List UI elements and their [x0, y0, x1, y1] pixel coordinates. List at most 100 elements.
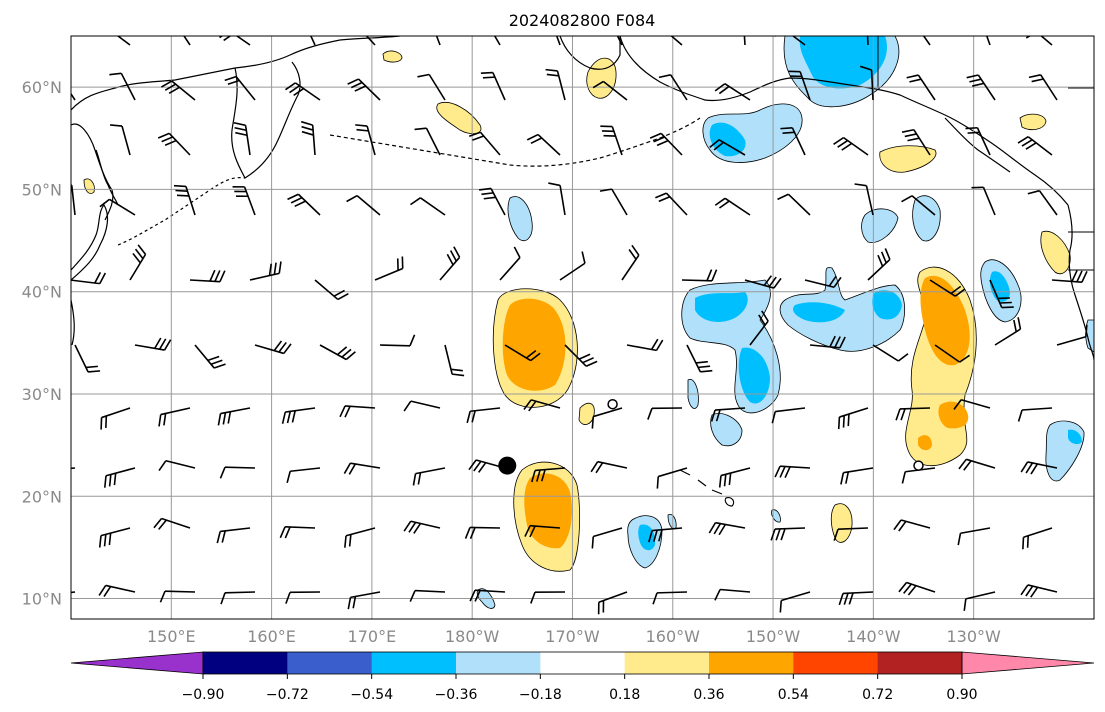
wind-barb [254, 340, 292, 355]
wind-barb [963, 591, 996, 611]
wind-barb [922, 36, 931, 46]
wind-barb [1025, 36, 1053, 46]
wind-barb [71, 184, 76, 216]
lon-tick-label: 170°W [545, 627, 600, 646]
wind-barb [220, 591, 256, 605]
wind-barb [71, 467, 76, 470]
wind-barb [898, 581, 936, 596]
colorbar-tick-label: −0.18 [519, 687, 562, 703]
map-area [43, 19, 1094, 619]
lon-tick-label: 160°E [247, 627, 296, 646]
wind-barb [523, 399, 561, 412]
wind-barb [777, 193, 811, 216]
wind-barb [854, 183, 874, 216]
wind-barb [189, 269, 226, 283]
colorbar-segment [709, 652, 794, 674]
anomaly-region [524, 473, 572, 549]
anomaly-region [638, 524, 656, 551]
wind-barb [744, 275, 782, 289]
wind-barb [153, 517, 191, 530]
wind-barb [339, 405, 376, 418]
wind-barb [417, 73, 446, 101]
lat-tick-label: 10°N [22, 590, 62, 609]
anomaly-region [799, 36, 888, 89]
wind-barb [74, 344, 101, 373]
wind-barb [159, 590, 196, 603]
anomaly-region [938, 401, 969, 429]
wind-barb [591, 527, 623, 549]
wind-barb [374, 256, 404, 281]
lon-tick-label: 180°W [445, 627, 500, 646]
wind-barb [1022, 527, 1053, 550]
wind-barb [468, 131, 501, 156]
canada-border [877, 36, 1094, 89]
wind-barb [649, 132, 683, 156]
wind-barb [479, 187, 506, 216]
wind-barb [774, 36, 806, 46]
wind-barb [780, 126, 806, 156]
map-frame [70, 35, 1095, 620]
wind-barbs [43, 19, 1088, 615]
wind-barb [526, 133, 561, 156]
kuril-islands [117, 177, 246, 246]
wind-barb [216, 527, 251, 544]
anomaly-region [1085, 319, 1094, 353]
wind-barb [219, 466, 256, 479]
anomaly-region [1040, 230, 1071, 275]
positive-anomaly-regions [83, 50, 1071, 572]
alaska-west-coast [559, 36, 621, 70]
wind-barb [346, 194, 381, 216]
wind-barb [98, 584, 136, 598]
wind-barb [771, 407, 806, 424]
anomaly-region [1019, 113, 1047, 131]
wind-barb [708, 521, 746, 536]
anomaly-region [507, 196, 533, 242]
anomaly-region [502, 298, 566, 391]
wind-barb [867, 248, 891, 281]
wind-barb [958, 458, 996, 471]
wind-barb [99, 198, 136, 216]
anomaly-region [586, 57, 617, 99]
wind-barb [1056, 324, 1088, 346]
wind-barb [499, 246, 521, 281]
wind-barb [157, 132, 191, 156]
wind-barb [43, 19, 70, 45]
colorbar-segment [287, 652, 373, 674]
wind-barb [412, 467, 446, 486]
wind-barb [194, 344, 226, 369]
wind-barb [957, 527, 991, 546]
wind-barb [435, 36, 441, 46]
colorbar-extend-high [961, 651, 1095, 675]
wind-barb [906, 74, 936, 101]
wind-barb [173, 184, 196, 216]
wind-barb [966, 74, 996, 101]
wind-barb [319, 344, 356, 361]
colorbar-segment [456, 652, 541, 674]
markers [498, 398, 924, 475]
wind-barb [600, 125, 623, 156]
korea-coastline [71, 299, 75, 346]
wind-barb [1020, 461, 1058, 475]
wind-barb [655, 192, 688, 216]
wind-barb [504, 344, 541, 362]
wind-barb [464, 526, 501, 539]
wind-barb [686, 344, 713, 373]
anomaly-region [709, 122, 746, 157]
wind-barb [681, 269, 718, 282]
wind-barb [344, 527, 376, 548]
lat-tick-label: 50°N [22, 180, 62, 199]
colorbar-outline [202, 651, 963, 675]
wind-barb [286, 467, 321, 484]
wind-barb [285, 82, 321, 101]
wind-barb [103, 467, 136, 488]
colorbar-tick-label: 0.90 [946, 687, 977, 703]
wind-barb [466, 407, 501, 424]
wind-barb [1017, 136, 1053, 156]
wind-barb [1028, 74, 1058, 101]
wind-barb [837, 407, 869, 430]
wind-barb [279, 526, 316, 539]
wind-barb [129, 244, 147, 281]
colorbar-extend-low [70, 651, 204, 675]
wind-barb [355, 124, 376, 156]
